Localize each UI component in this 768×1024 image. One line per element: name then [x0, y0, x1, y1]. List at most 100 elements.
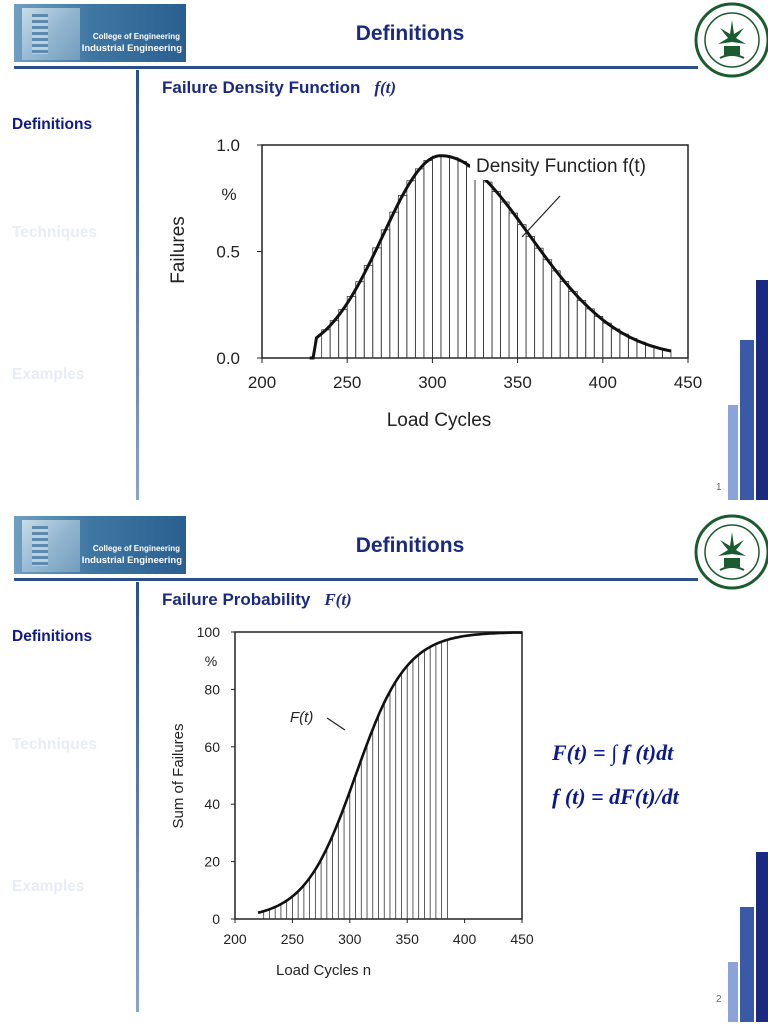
- sidebar-rule: [136, 582, 139, 1012]
- histogram-bar: [449, 157, 459, 359]
- y-tick-label: 0: [212, 911, 220, 927]
- histogram-bar: [559, 281, 570, 359]
- histogram-bar: [380, 229, 391, 359]
- density-curve: [309, 154, 672, 360]
- histogram-bar: [466, 166, 476, 359]
- x-tick-label: 450: [674, 373, 702, 392]
- histogram-bar: [525, 236, 536, 359]
- histogram-bar: [406, 180, 416, 359]
- annotation-leader: [326, 717, 346, 731]
- histogram-bar: [483, 181, 493, 359]
- histogram-bar: [414, 168, 425, 359]
- nav-definitions[interactable]: Definitions: [12, 116, 93, 133]
- curve-annotation: F(t): [290, 709, 313, 726]
- histogram-bar: [568, 290, 578, 359]
- subtitle-text: Failure Probability: [162, 590, 311, 609]
- histogram-bar: [517, 224, 527, 359]
- subtitle-text: Failure Density Function: [162, 78, 361, 97]
- slide-1: College of Engineering Industrial Engine…: [12, 2, 768, 500]
- page-number: 2: [716, 994, 722, 1005]
- x-tick-label: 400: [453, 931, 477, 947]
- sidebar-rule: [136, 70, 139, 500]
- histogram-bar: [508, 212, 518, 359]
- nav-techniques[interactable]: Techniques: [12, 224, 97, 241]
- histogram-bar: [346, 296, 357, 359]
- header-rule: [14, 578, 698, 581]
- university-seal-icon: [694, 514, 768, 590]
- x-axis-label: Load Cycles: [387, 410, 492, 431]
- x-tick-label: 450: [510, 931, 534, 947]
- histogram-bar: [474, 173, 484, 359]
- brand-line-1: College of Engineering: [92, 544, 180, 553]
- building-image: [22, 8, 80, 60]
- y-axis-label: Sum of Failures: [170, 723, 187, 828]
- x-tick-label: 300: [338, 931, 362, 947]
- x-tick-label: 350: [396, 931, 420, 947]
- subtitle-formula: F(t): [324, 590, 352, 609]
- histogram-bar: [423, 160, 433, 359]
- nav-techniques[interactable]: Techniques: [12, 736, 97, 753]
- histogram-bar: [389, 211, 399, 359]
- x-axis-label: Load Cycles n: [276, 962, 371, 979]
- annotation-leader: [521, 195, 561, 238]
- histogram-bar: [551, 270, 561, 359]
- y-tick-label: 0.0: [216, 349, 240, 368]
- x-tick-label: 300: [418, 373, 446, 392]
- nav-examples[interactable]: Examples: [12, 366, 85, 383]
- college-banner-logo: College of Engineering Industrial Engine…: [14, 4, 186, 62]
- histogram-bar: [372, 247, 382, 359]
- histogram-bar: [593, 316, 604, 359]
- histogram-bar: [338, 309, 348, 359]
- histogram-bar: [610, 328, 621, 359]
- college-banner-logo: College of Engineering Industrial Engine…: [14, 516, 186, 574]
- histogram-bar: [542, 259, 553, 359]
- x-tick-label: 200: [248, 373, 276, 392]
- slide-title: Definitions: [355, 22, 465, 45]
- probability-chart: 200 250 300 350 400 450 0 20 40 60 80 100% Load Cycl…: [170, 624, 534, 979]
- brand-line-1: College of Engineering: [92, 32, 180, 41]
- histogram-bar: [619, 333, 629, 359]
- x-tick-label: 350: [503, 373, 531, 392]
- histogram-bar: [397, 195, 408, 359]
- decorative-stripes: [728, 280, 768, 500]
- annotation-background: [470, 150, 686, 180]
- cumulative-curve: [257, 631, 522, 914]
- page-number: 1: [716, 482, 722, 493]
- slide-title: Definitions: [355, 534, 465, 557]
- histogram-bar: [355, 281, 365, 359]
- histogram-bar: [431, 155, 442, 359]
- histogram-bar: [363, 264, 374, 359]
- building-image: [22, 520, 80, 572]
- density-chart: 200 250 300 350 400 450 0.0 0.5 1.0% Load Cycles F…: [168, 136, 702, 431]
- histogram-bar: [491, 191, 501, 359]
- subtitle-formula: f(t): [374, 78, 397, 97]
- y-unit-label: %: [205, 653, 217, 669]
- x-tick-label: 250: [333, 373, 361, 392]
- y-tick-label: 40: [204, 796, 220, 812]
- histogram-bar: [457, 161, 467, 359]
- nav-definitions[interactable]: Definitions: [12, 628, 93, 645]
- y-axis-label: Failures: [168, 216, 189, 284]
- slide-2: College of Engineering Industrial Engine…: [0, 512, 768, 1024]
- histogram-bar: [440, 155, 450, 359]
- brand-line-2: Industrial Engineering: [81, 43, 182, 54]
- histogram-bar: [534, 247, 544, 359]
- histogram-bar: [602, 322, 612, 359]
- histogram-bar: [576, 300, 587, 359]
- slide-subtitle: Failure Probability F(t): [162, 590, 352, 610]
- slide-subtitle: Failure Density Function f(t): [162, 78, 396, 98]
- y-tick-label: 80: [204, 681, 220, 697]
- formula-integral: F(t) = ∫ f (t)dt: [552, 740, 674, 765]
- x-tick-label: 400: [589, 373, 617, 392]
- y-unit-label: %: [221, 185, 236, 204]
- x-tick-label: 200: [223, 931, 247, 947]
- decorative-stripes: [728, 852, 768, 1022]
- y-tick-label: 20: [204, 854, 220, 870]
- histogram-bar: [585, 308, 595, 359]
- formula-derivative: f (t) = dF(t)/dt: [552, 784, 679, 809]
- header-rule: [14, 66, 698, 69]
- nav-examples[interactable]: Examples: [12, 878, 85, 895]
- y-tick-label: 60: [204, 739, 220, 755]
- histogram-bar: [500, 201, 510, 359]
- brand-line-2: Industrial Engineering: [81, 555, 182, 566]
